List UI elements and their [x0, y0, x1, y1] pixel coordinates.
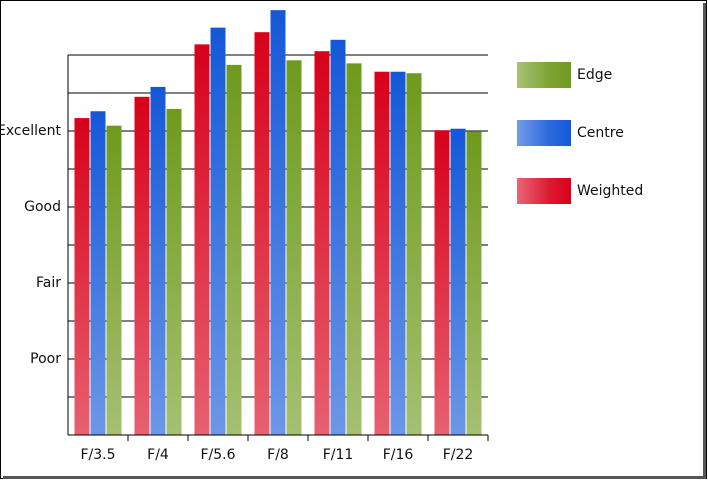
bar [450, 128, 466, 435]
bar [406, 73, 422, 436]
bar [210, 27, 226, 435]
legend-swatch [517, 178, 571, 204]
bar [314, 51, 330, 435]
bar [106, 125, 122, 436]
y-tick-label: Good [24, 199, 61, 215]
x-tick-label: F/5.6 [200, 447, 235, 463]
frame-shadow [703, 3, 706, 478]
frame-shadow [3, 476, 706, 479]
x-tick-label: F/22 [443, 447, 474, 463]
x-tick-label: F/3.5 [80, 447, 115, 463]
bar [270, 10, 286, 435]
bar [330, 39, 346, 436]
x-tick-label: F/11 [323, 447, 354, 463]
y-tick-label: Fair [36, 275, 61, 291]
y-tick-label: Poor [30, 351, 61, 367]
bar [434, 130, 450, 436]
bar [286, 60, 302, 435]
x-tick-label: F/4 [147, 447, 169, 463]
bar [74, 118, 90, 435]
legend-swatch [517, 62, 571, 88]
x-tick-label: F/8 [267, 447, 289, 463]
bar [466, 131, 482, 435]
bar [254, 32, 270, 435]
bar [134, 96, 150, 436]
bar [150, 86, 166, 436]
bar [90, 111, 106, 436]
legend-label: Centre [577, 125, 624, 141]
bar [390, 71, 406, 435]
legend-swatch [517, 120, 571, 146]
legend-label: Edge [577, 67, 612, 83]
bar [166, 108, 182, 436]
legend-label: Weighted [577, 183, 643, 199]
y-tick-label: Excellent [0, 123, 62, 139]
bar [346, 63, 362, 436]
bar [226, 64, 242, 435]
x-tick-label: F/16 [383, 447, 414, 463]
bar [194, 44, 210, 436]
bar [374, 71, 390, 435]
